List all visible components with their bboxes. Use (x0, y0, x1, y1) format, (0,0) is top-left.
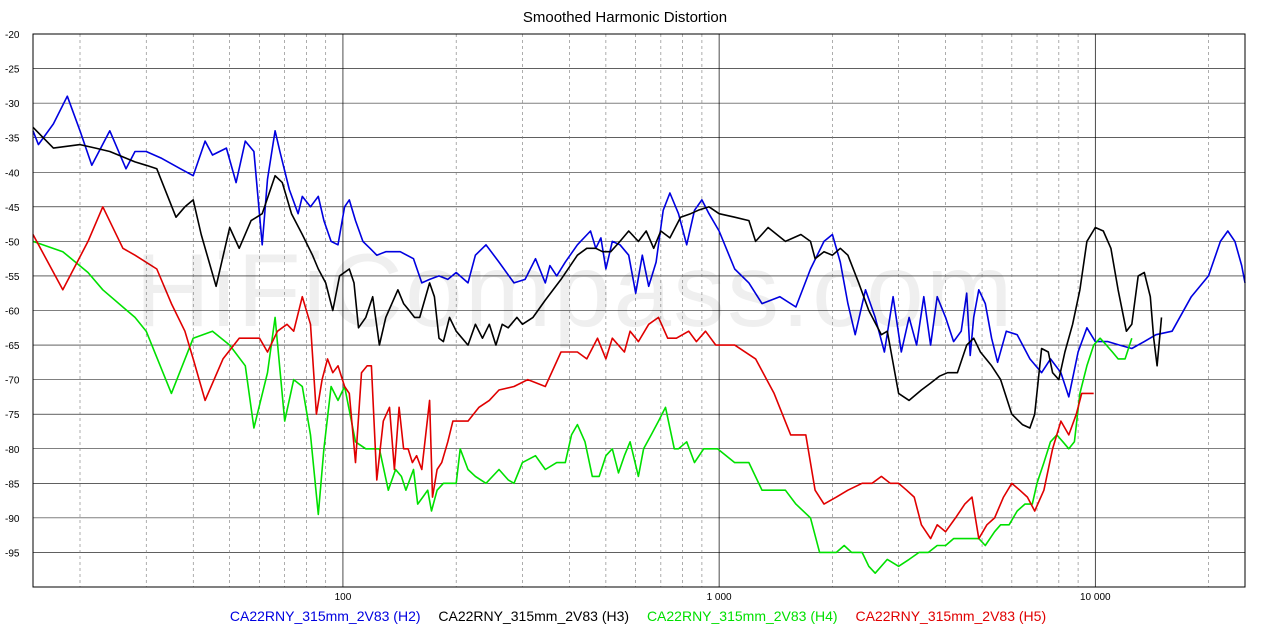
y-tick-label: -40 (5, 168, 20, 179)
y-tick-label: -20 (5, 30, 20, 41)
y-tick-label: -95 (5, 548, 20, 559)
series-line-h4 (32, 240, 1133, 574)
x-axis: 100 1 000 10 000 (335, 592, 1111, 600)
y-tick-label: -75 (5, 410, 20, 421)
chart-title: Smoothed Harmonic Distortion (522, 9, 728, 26)
x-tick-label: 100 (335, 592, 352, 600)
y-tick-label: -70 (5, 376, 20, 387)
legend-entry-h5: CA22RNY_315mm_2V83 (H5) (855, 608, 1047, 624)
plot-frame (32, 33, 1246, 588)
y-tick-label: -25 (5, 65, 20, 76)
legend-entry-h4: CA22RNY_315mm_2V83 (H4) (646, 608, 838, 624)
series-line-h3 (32, 126, 1163, 429)
y-axis: -20 -25 -30 -35 -40 -45 -50 -55 -60 -65 -70 -75 -80 -… (5, 30, 20, 559)
legend-entry-h2: CA22RNY_315mm_2V83 (H2) (229, 608, 421, 624)
watermark: HiFiCompass.com (135, 233, 1015, 349)
series-line-h5 (32, 206, 1094, 540)
y-tick-label: -65 (5, 341, 20, 352)
y-tick-label: -60 (5, 307, 20, 318)
y-tick-label: -80 (5, 445, 20, 456)
chart-plot: -20 -25 -30 -35 -40 -45 -50 -55 -60 -65 -70 -75 -80 -… (5, 30, 1246, 600)
y-tick-label: -90 (5, 514, 20, 525)
y-tick-label: -85 (5, 479, 20, 490)
series-layer (32, 95, 1246, 574)
legend: CA22RNY_315mm_2V83 (H2) CA22RNY_315mm_2V… (0, 608, 1276, 624)
legend-entry-h3: CA22RNY_315mm_2V83 (H3) (438, 608, 630, 624)
y-tick-label: -50 (5, 237, 20, 248)
y-tick-label: -35 (5, 134, 20, 145)
y-tick-label: -45 (5, 203, 20, 214)
x-tick-label: 1 000 (707, 592, 732, 600)
y-tick-label: -55 (5, 272, 20, 283)
x-tick-label: 10 000 (1080, 592, 1111, 600)
series-line-h2 (32, 95, 1246, 398)
y-tick-label: -30 (5, 99, 20, 110)
